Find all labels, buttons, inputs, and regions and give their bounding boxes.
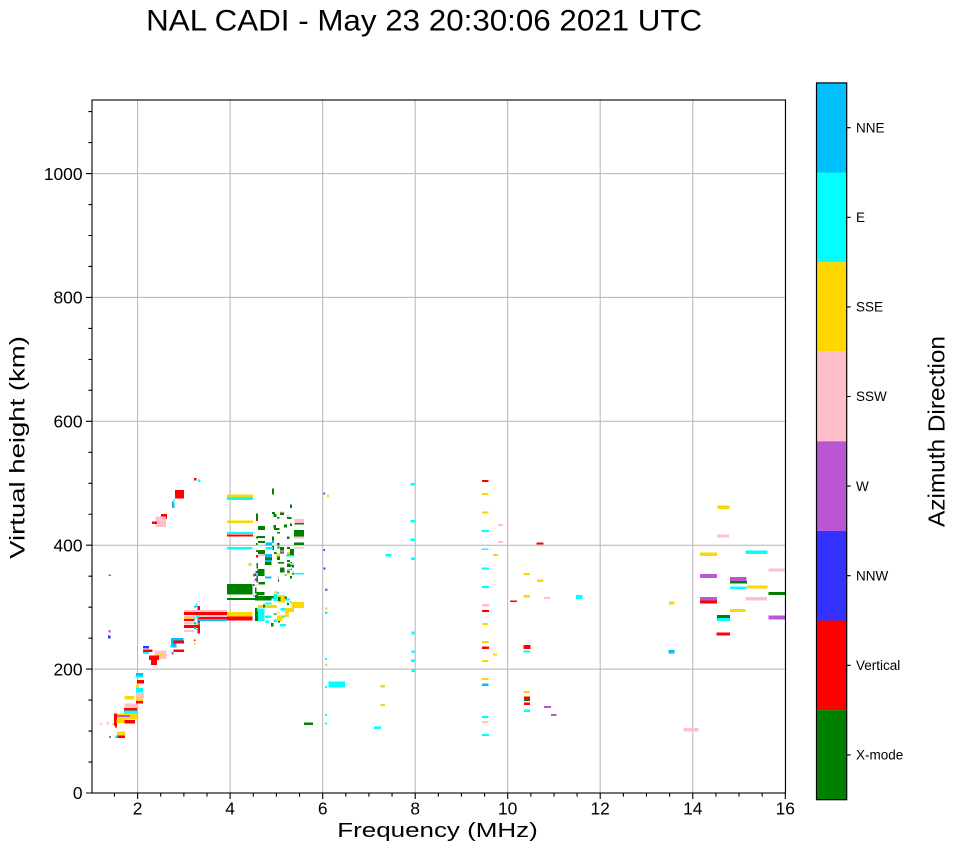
svg-text:NNW: NNW	[856, 568, 888, 583]
svg-text:E: E	[856, 210, 865, 225]
svg-text:400: 400	[53, 535, 82, 555]
svg-text:600: 600	[53, 412, 82, 432]
svg-text:2: 2	[133, 799, 143, 819]
svg-text:W: W	[856, 479, 869, 494]
svg-text:800: 800	[53, 288, 82, 308]
svg-text:1000: 1000	[44, 164, 83, 184]
svg-text:Azimuth Direction: Azimuth Direction	[924, 336, 950, 527]
svg-text:Vertical: Vertical	[856, 658, 900, 673]
svg-text:0: 0	[73, 783, 83, 803]
svg-text:Virtual height (km): Virtual height (km)	[7, 336, 30, 559]
svg-text:4: 4	[225, 799, 235, 819]
svg-text:NAL CADI - May 23 20:30:06 202: NAL CADI - May 23 20:30:06 2021 UTC	[146, 5, 702, 37]
svg-text:SSE: SSE	[856, 300, 883, 315]
svg-text:14: 14	[683, 799, 703, 819]
svg-text:10: 10	[498, 799, 517, 819]
svg-text:NNE: NNE	[856, 120, 885, 135]
svg-text:12: 12	[591, 799, 610, 819]
svg-text:X-mode: X-mode	[856, 748, 903, 763]
svg-text:8: 8	[410, 799, 420, 819]
svg-text:Frequency (MHz): Frequency (MHz)	[337, 820, 538, 842]
svg-text:SSW: SSW	[856, 389, 887, 404]
svg-text:200: 200	[53, 659, 82, 679]
svg-text:16: 16	[776, 799, 795, 819]
svg-text:6: 6	[318, 799, 328, 819]
